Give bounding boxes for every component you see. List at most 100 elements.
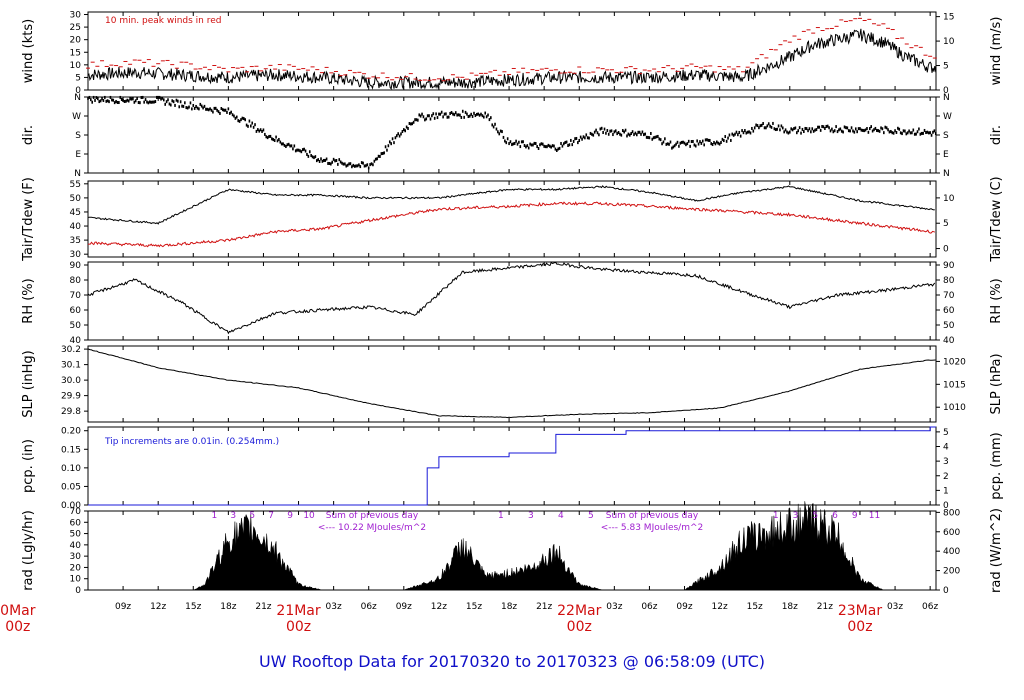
dir-point xyxy=(101,97,103,101)
dir-point xyxy=(878,129,881,133)
dir-point xyxy=(808,127,811,131)
dir-point xyxy=(518,140,520,144)
dir-point xyxy=(501,130,503,134)
x-hour-label: 12z xyxy=(150,602,166,612)
dir-point xyxy=(899,131,902,135)
rad-left-tick-label: 0 xyxy=(75,586,81,596)
dir-point xyxy=(147,101,150,105)
dir-point xyxy=(887,128,889,132)
dir-point xyxy=(311,155,314,159)
dir-point xyxy=(832,130,835,134)
dir-point xyxy=(233,114,235,118)
dir-point xyxy=(600,126,603,130)
dir-point xyxy=(607,132,610,136)
dir-point xyxy=(279,140,282,144)
dir-point xyxy=(140,96,143,100)
dir-point xyxy=(164,102,166,106)
dir-point xyxy=(621,129,624,133)
dir-point xyxy=(91,100,94,104)
dir-point xyxy=(264,132,266,136)
dir-point xyxy=(477,112,479,116)
dir-point xyxy=(776,127,778,131)
dir-point xyxy=(669,140,672,144)
dir-point xyxy=(932,130,934,134)
dir-point xyxy=(418,113,421,117)
dir-point xyxy=(606,129,609,133)
dir-point xyxy=(374,157,377,161)
slp-left-tick-label: 30.0 xyxy=(61,376,81,386)
dir-point xyxy=(636,133,638,137)
dir-point xyxy=(603,127,606,131)
dir-point xyxy=(310,154,312,158)
dir-point xyxy=(171,99,174,103)
dir-point xyxy=(330,162,332,166)
rad-hour-marker: 3 xyxy=(230,511,236,521)
dir-point xyxy=(758,126,760,130)
dir-point xyxy=(132,97,134,101)
dir-point xyxy=(182,104,185,108)
temp-left-tick-label: 40 xyxy=(70,222,82,232)
x-day-date-label: 22Mar xyxy=(557,603,601,619)
dir-point xyxy=(658,137,661,141)
dir-point xyxy=(445,112,447,116)
dir-point xyxy=(645,135,648,139)
dir-point xyxy=(419,114,422,118)
dir-point xyxy=(157,95,159,99)
dir-point xyxy=(661,142,663,146)
dir-point xyxy=(610,129,613,133)
dir-point xyxy=(88,95,91,99)
dir-point xyxy=(227,107,230,111)
dir-point xyxy=(842,130,844,134)
dir-point xyxy=(199,102,202,106)
dir-left-tick-label: W xyxy=(72,112,81,122)
dir-point xyxy=(380,152,383,156)
dir-point xyxy=(353,164,356,168)
slp-right-tick-label: 1015 xyxy=(943,380,966,390)
x-hour-label: 15z xyxy=(466,602,482,612)
wind-left-tick-label: 25 xyxy=(70,23,81,33)
dir-point xyxy=(680,140,683,144)
dir-point xyxy=(581,137,583,141)
wind-left-tick-label: 20 xyxy=(70,36,82,46)
temp-right-tick-label: 10 xyxy=(943,194,955,204)
dir-point xyxy=(410,122,412,126)
slp-left-tick-label: 30.2 xyxy=(61,345,81,355)
dir-point xyxy=(913,132,916,136)
pcp-line xyxy=(88,426,936,506)
dir-point xyxy=(341,161,343,165)
dir-point xyxy=(833,129,836,133)
dir-point xyxy=(770,125,773,129)
dir-point xyxy=(839,127,842,131)
dir-point xyxy=(648,136,651,140)
dir-point xyxy=(689,144,691,148)
dir-point xyxy=(774,128,777,132)
dir-point xyxy=(624,128,627,132)
dir-point xyxy=(582,135,585,139)
dir-point xyxy=(852,129,854,133)
dir-point xyxy=(873,128,875,132)
dir-point xyxy=(508,142,510,146)
dir-point xyxy=(570,138,572,142)
dir-point xyxy=(456,113,458,117)
dir-point xyxy=(563,142,565,146)
dir-point xyxy=(526,144,529,148)
dir-point xyxy=(376,157,378,161)
dir-point xyxy=(812,129,815,133)
dir-right-tick-label: N xyxy=(943,169,950,179)
dir-point xyxy=(115,99,117,103)
dir-point xyxy=(189,101,192,105)
dir-point xyxy=(429,117,432,121)
dir-point xyxy=(815,128,818,132)
rh-left-tick-label: 80 xyxy=(70,276,82,286)
dir-point xyxy=(906,131,909,135)
dir-point xyxy=(766,124,769,128)
dir-point xyxy=(206,107,209,111)
dir-point xyxy=(397,132,399,136)
dir-point xyxy=(87,96,89,100)
dir-point xyxy=(280,142,283,146)
dir-point xyxy=(769,124,771,128)
dir-point xyxy=(810,130,812,134)
dir-point xyxy=(664,137,666,141)
